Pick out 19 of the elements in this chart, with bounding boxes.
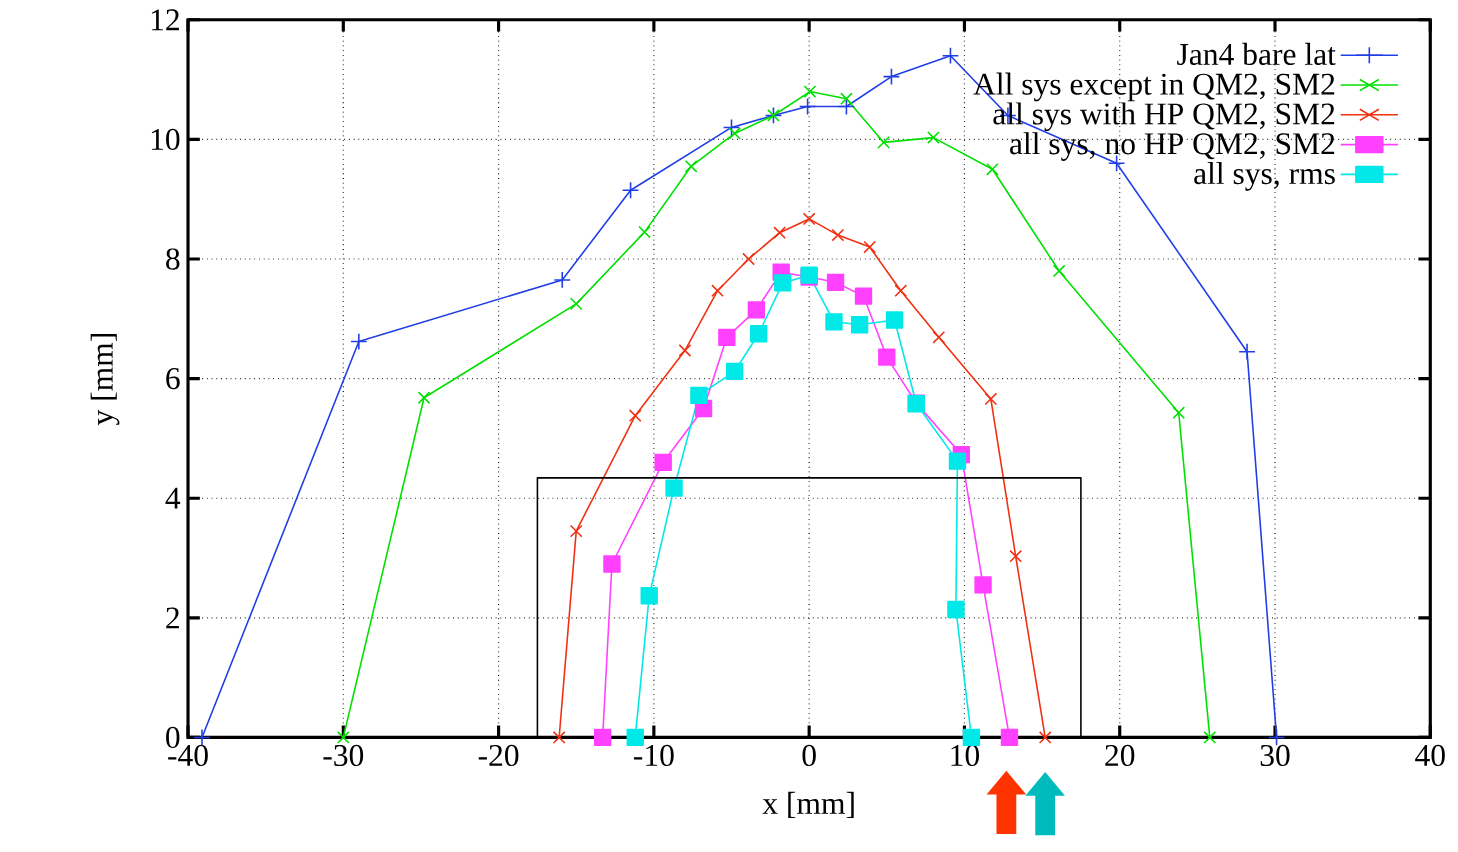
legend-label: all sys, no HP QM2, SM2 bbox=[1010, 132, 1335, 161]
x-tick-label: -30 bbox=[323, 744, 364, 766]
y-axis-title: y [mm] bbox=[90, 333, 120, 426]
y-tick-label: 4 bbox=[165, 487, 181, 509]
x-tick-label: 30 bbox=[1260, 744, 1290, 766]
x-tick-label: 20 bbox=[1105, 744, 1135, 766]
legend-label: all sys, rms bbox=[1194, 161, 1335, 191]
y-tick-label: 12 bbox=[151, 9, 179, 31]
x-axis-title: x [mm] bbox=[762, 791, 854, 818]
x-tick-label: 10 bbox=[951, 744, 980, 766]
y-tick-label: 8 bbox=[166, 248, 180, 270]
x-tick-label: -10 bbox=[634, 744, 674, 766]
x-tick-label: -20 bbox=[478, 744, 519, 766]
y-tick-label: 2 bbox=[166, 607, 179, 629]
x-tick-label: 0 bbox=[802, 744, 816, 766]
y-tick-label: 6 bbox=[166, 367, 180, 390]
y-tick-label: 10 bbox=[151, 128, 180, 150]
x-tick-label: 40 bbox=[1415, 744, 1445, 766]
legend-label: Jan4 bare lat bbox=[1177, 42, 1336, 65]
